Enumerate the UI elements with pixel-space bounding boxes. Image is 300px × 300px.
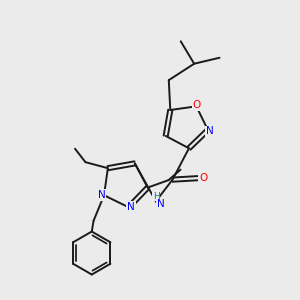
Text: H: H [153, 192, 160, 201]
Text: N: N [98, 190, 106, 200]
Text: O: O [199, 173, 207, 183]
Text: N: N [157, 200, 164, 209]
Text: O: O [193, 100, 201, 110]
Text: N: N [206, 127, 213, 136]
Text: N: N [127, 202, 135, 212]
